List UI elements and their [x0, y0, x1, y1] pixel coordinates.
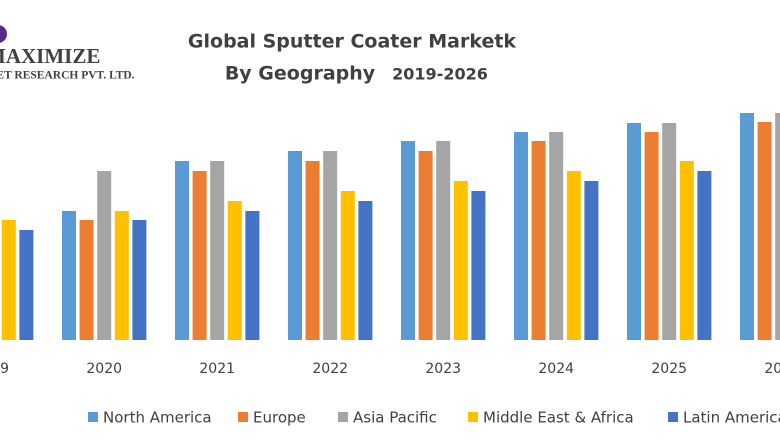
bar [775, 113, 780, 340]
legend-label: North America [103, 409, 212, 427]
x-tick-label: 2024 [538, 361, 574, 377]
legend-label: Europe [253, 409, 306, 427]
x-tick-label: 2020 [86, 361, 122, 377]
x-tick-label: 2026 [764, 361, 780, 377]
chart-title: Global Sputter Coater Marketk [188, 31, 517, 53]
bar [1, 220, 16, 340]
bar [679, 161, 694, 340]
bar [245, 211, 260, 340]
bar [175, 161, 189, 340]
bar [227, 201, 242, 340]
bar [627, 123, 641, 340]
legend-swatch [88, 412, 98, 422]
bar [192, 171, 207, 340]
bar [340, 191, 355, 340]
bar [132, 220, 147, 340]
bar [401, 141, 415, 340]
bar [19, 230, 34, 340]
bar [662, 123, 677, 340]
bar [62, 211, 76, 340]
logo-tagline: MARKET RESEARCH PVT. LTD. [0, 70, 135, 82]
bar [549, 132, 564, 340]
x-tick-label: 2023 [425, 361, 461, 377]
logo-name: MAXIMIZE [0, 44, 100, 68]
legend-swatch [468, 412, 478, 422]
bar [418, 151, 433, 340]
bar [453, 181, 468, 340]
bar [305, 161, 320, 340]
chart-subtitle: By Geography [225, 63, 376, 85]
bar [644, 132, 659, 340]
x-tick-label: 2022 [312, 361, 348, 377]
x-tick-label: 2019 [0, 361, 9, 377]
bar [757, 122, 772, 340]
bar [210, 161, 225, 340]
legend-label: Asia Pacific [353, 409, 437, 427]
legend-label: Latin America [683, 409, 780, 427]
bar [531, 141, 546, 340]
bar [566, 171, 581, 340]
bar [97, 171, 112, 340]
legend-label: Middle East & Africa [483, 409, 634, 427]
bar [323, 151, 338, 340]
bar [471, 191, 486, 340]
legend-swatch [338, 412, 348, 422]
legend-swatch [238, 412, 248, 422]
bar [436, 141, 451, 340]
bar [79, 220, 94, 340]
x-tick-label: 2021 [199, 361, 235, 377]
bar [358, 201, 373, 340]
bar [514, 132, 528, 340]
bar [740, 113, 754, 340]
bar [288, 151, 302, 340]
bar [584, 181, 599, 340]
legend-swatch [668, 412, 678, 422]
bar [114, 211, 129, 340]
bar [697, 171, 712, 340]
chart-period: 2019-2026 [392, 65, 488, 84]
x-tick-label: 2025 [651, 361, 687, 377]
logo-icon [0, 25, 7, 43]
